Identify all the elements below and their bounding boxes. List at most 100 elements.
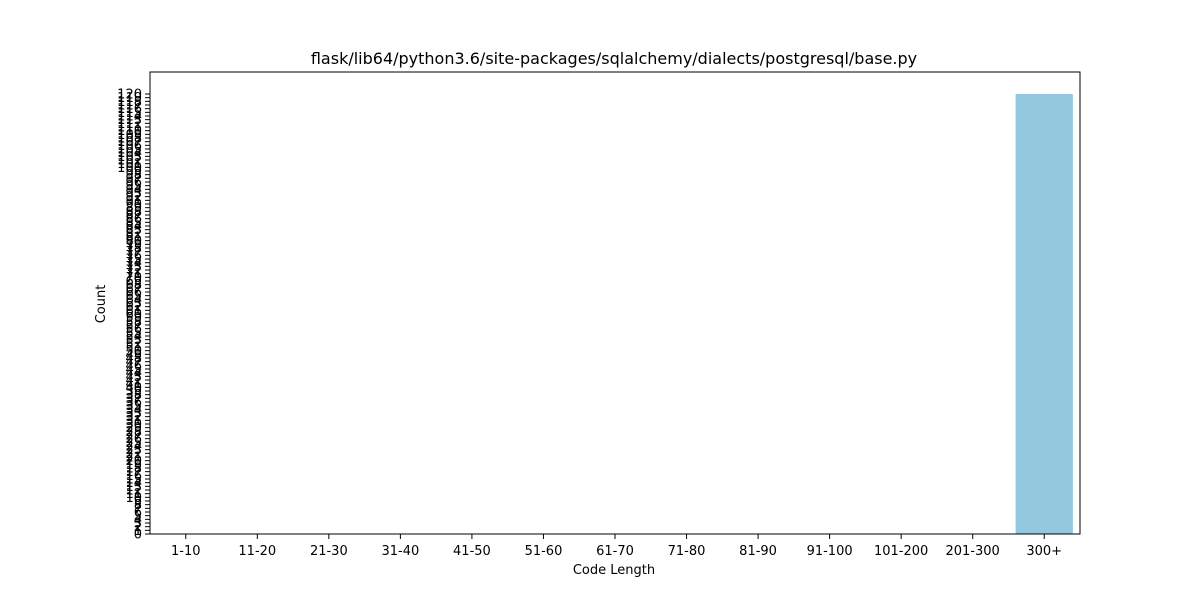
x-tick-label: 101-200: [874, 544, 928, 559]
y-tick-label: 31: [125, 414, 142, 429]
x-tick-label: 31-40: [381, 544, 419, 559]
y-tick-label: 71: [125, 267, 142, 282]
y-tick-label: 26: [125, 432, 142, 447]
y-tick-label: 50: [125, 344, 142, 359]
y-tick-label: 6: [134, 506, 142, 521]
y-tick-label: 1: [134, 524, 142, 539]
y-tick-label: 116: [117, 102, 142, 117]
y-tick-label: 9: [134, 495, 142, 510]
y-tick-label: 39: [125, 385, 142, 400]
y-tick-label: 107: [117, 135, 142, 150]
y-tick-label: 33: [125, 407, 142, 422]
y-tick-label: 112: [117, 117, 142, 132]
y-tick-label: 66: [125, 286, 142, 301]
y-tick-label: 92: [125, 190, 142, 205]
y-tick-label: 98: [125, 168, 142, 183]
y-tick-label: 8: [134, 498, 142, 513]
y-tick-label: 14: [125, 476, 142, 491]
y-tick-label: 19: [125, 458, 142, 473]
y-tick-label: 79: [125, 238, 142, 253]
x-tick-label: 21-30: [310, 544, 348, 559]
y-tick-label: 75: [125, 253, 142, 268]
y-tick-label: 12: [125, 484, 142, 499]
y-tick-label: 28: [125, 425, 142, 440]
y-tick-label: 29: [125, 421, 142, 436]
y-tick-label: 110: [117, 124, 142, 139]
y-tick-label: 83: [125, 223, 142, 238]
y-tick-label: 105: [117, 143, 142, 158]
plot-area: 1-10 11-20 21-30 31-40 41-50 51-60 61-70 71-80 8…: [117, 71, 1081, 559]
y-tick-label: 30: [125, 418, 142, 433]
y-tick-label: 49: [125, 348, 142, 363]
y-tick-label: 40: [125, 381, 142, 396]
y-tick-label: 114: [117, 110, 142, 125]
x-tick-label: 91-100: [807, 544, 853, 559]
y-tick-label: 47: [125, 355, 142, 370]
y-tick-label: 48: [125, 352, 142, 367]
y-tick-label: 69: [125, 275, 142, 290]
y-tick-label: 18: [125, 462, 142, 477]
y-tick-label: 63: [125, 297, 142, 312]
y-tick-label: 58: [125, 315, 142, 330]
y-tick-label: 97: [125, 172, 142, 187]
y-tick-label: 38: [125, 388, 142, 403]
y-tick-label: 111: [117, 121, 142, 136]
x-tick-label: 41-50: [453, 544, 491, 559]
axes-frame: [149, 71, 1081, 535]
y-tick-label: 52: [125, 337, 142, 352]
x-tick-label: 300+: [1026, 544, 1062, 559]
y-axis-label: Count: [94, 285, 109, 324]
y-tick-label: 72: [125, 264, 142, 279]
y-tick-label: 115: [117, 106, 142, 121]
y-tick-label: 23: [125, 443, 142, 458]
x-tick-label: 11-20: [238, 544, 276, 559]
x-axis-label: Code Length: [573, 563, 655, 578]
y-tick-label: 82: [125, 227, 142, 242]
y-tick-label: 65: [125, 289, 142, 304]
y-tick-label: 32: [125, 410, 142, 425]
y-tick-label: 74: [125, 256, 142, 271]
y-tick-label: 100: [117, 161, 142, 176]
y-tick-label: 68: [125, 278, 142, 293]
y-tick-label: 3: [134, 517, 142, 532]
y-tick-label: 4: [134, 513, 142, 528]
y-tick-label: 43: [125, 370, 142, 385]
y-tick-label: 13: [125, 480, 142, 495]
y-tick-label: 17: [125, 465, 142, 480]
y-tick-label: 54: [125, 330, 142, 345]
y-tick-label: 113: [117, 113, 142, 128]
y-tick-label: 44: [125, 366, 142, 381]
y-tick-label: 61: [125, 304, 142, 319]
y-tick-label: 73: [125, 260, 142, 275]
y-tick-label: 87: [125, 209, 142, 224]
y-tick-label: 118: [117, 95, 142, 110]
x-tick-label: 1-10: [171, 544, 201, 559]
y-tick-label: 89: [125, 201, 142, 216]
y-tick-label: 10: [125, 491, 142, 506]
x-tick-label: 201-300: [946, 544, 1000, 559]
y-tick-label: 119: [117, 91, 142, 106]
y-tick-label: 109: [117, 128, 142, 143]
y-tick-label: 36: [125, 396, 142, 411]
chart-title: flask/lib64/python3.6/site-packages/sqla…: [311, 49, 917, 68]
y-tick-label: 2: [134, 520, 142, 535]
y-tick-label: 11: [125, 487, 142, 502]
y-tick-label: 95: [125, 179, 142, 194]
y-tick-label: 94: [125, 183, 142, 198]
y-tick-label: 64: [125, 293, 142, 308]
y-tick-label: 37: [125, 392, 142, 407]
y-tick-label: 101: [117, 157, 142, 172]
y-tick-label: 59: [125, 311, 142, 326]
y-tick-label: 81: [125, 231, 142, 246]
y-tick-label: 46: [125, 359, 142, 374]
y-tick-label: 103: [117, 150, 142, 165]
y-tick-label: 77: [125, 245, 142, 260]
y-tick-label: 90: [125, 198, 142, 213]
y-tick-label: 55: [125, 326, 142, 341]
y-tick-label: 25: [125, 436, 142, 451]
x-tick-label: 61-70: [596, 544, 634, 559]
y-tick-label: 117: [117, 99, 142, 114]
y-tick-label: 7: [134, 502, 142, 517]
y-tick-label: 51: [125, 341, 142, 356]
